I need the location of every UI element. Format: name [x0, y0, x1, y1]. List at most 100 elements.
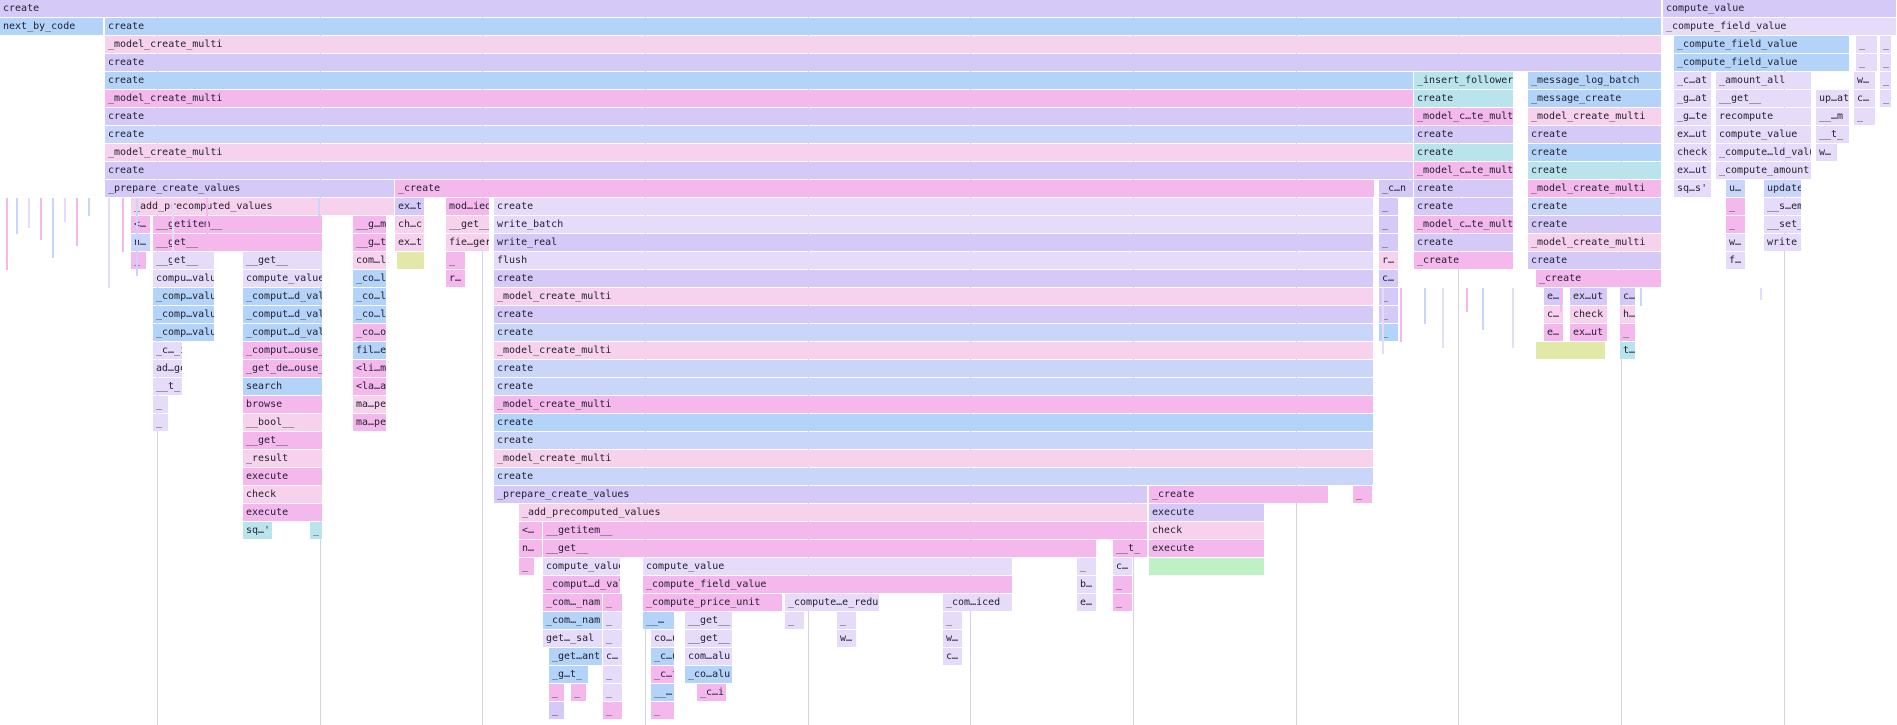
flame-frame[interactable]: create [1528, 216, 1662, 233]
flame-frame[interactable]: _ [571, 684, 587, 701]
flame-frame[interactable]: _c…n [1379, 180, 1414, 197]
flame-frame[interactable]: _ [1880, 72, 1892, 89]
flame-frame[interactable]: __… [643, 612, 675, 629]
flame-frame[interactable]: _model_create_multi [1528, 108, 1662, 125]
flame-frame[interactable]: create [494, 432, 1374, 449]
flame-frame[interactable]: _ [603, 630, 623, 647]
flame-frame[interactable]: _comput…ouse_i [243, 342, 323, 359]
flame-frame[interactable]: create [494, 198, 1374, 215]
flame-frame[interactable]: __get__ [685, 612, 733, 629]
flame-frame[interactable]: _model_create_multi [494, 288, 1374, 305]
flame-frame[interactable]: ch…c [395, 216, 425, 233]
flame-frame[interactable]: c… [1113, 558, 1133, 575]
flame-frame[interactable]: _model_create_multi [494, 396, 1374, 413]
flame-frame[interactable]: _ [1379, 324, 1399, 341]
flame-frame[interactable]: _ [1113, 594, 1133, 611]
flame-frame[interactable]: _model_create_multi [1528, 180, 1662, 197]
flame-frame[interactable]: _com…_nam [543, 594, 603, 611]
flame-frame[interactable]: _ [943, 612, 963, 629]
flame-frame[interactable]: create [105, 108, 1414, 125]
flame-frame[interactable]: _ [1726, 216, 1746, 233]
flame-frame[interactable]: t… [1620, 342, 1636, 359]
flame-frame[interactable]: search [243, 378, 323, 395]
flame-frame[interactable]: compu…valu [153, 270, 215, 287]
flame-frame[interactable]: __get__ [243, 432, 323, 449]
flame-frame[interactable]: __getitem__ [543, 522, 1148, 539]
flame-frame[interactable]: __get__ [243, 252, 323, 269]
flame-frame[interactable]: _ [1353, 486, 1373, 503]
flame-frame[interactable]: check [243, 486, 323, 503]
flame-frame[interactable]: r… [1379, 252, 1399, 269]
flame-frame[interactable]: create [494, 270, 1374, 287]
flame-frame[interactable]: write_real [494, 234, 1374, 251]
flame-frame[interactable]: _ [1077, 558, 1097, 575]
flame-frame[interactable]: create [494, 414, 1374, 431]
flame-frame[interactable]: _model_create_multi [494, 450, 1374, 467]
flame-frame[interactable]: _ [785, 612, 805, 629]
flame-frame[interactable]: create [1528, 198, 1662, 215]
flame-frame[interactable]: create [1414, 126, 1514, 143]
flame-frame[interactable]: _compute_price_unit [643, 594, 783, 611]
flame-frame[interactable]: n… [131, 234, 151, 251]
flame-frame[interactable]: c… [1379, 270, 1399, 287]
flame-frame[interactable]: create [1414, 234, 1514, 251]
flame-frame[interactable]: create [1528, 252, 1662, 269]
flame-frame[interactable]: create [105, 72, 1414, 89]
flame-frame[interactable]: _ [837, 612, 857, 629]
flame-frame[interactable]: create [105, 54, 1662, 71]
flame-frame[interactable]: create [1414, 180, 1514, 197]
flame-frame[interactable]: _get…ant [549, 648, 603, 665]
flame-frame[interactable]: _model_c…te_mult [1414, 108, 1514, 125]
flame-frame[interactable]: _model_create_multi [105, 36, 1662, 53]
flame-frame[interactable]: w… [1854, 72, 1876, 89]
flame-frame[interactable]: _add_precomputed_values [131, 198, 395, 215]
flame-frame[interactable]: u… [1726, 180, 1746, 197]
flame-frame[interactable]: n… [519, 540, 543, 557]
flame-frame[interactable]: compute_value [1663, 0, 1897, 17]
flame-frame[interactable]: compute_value [543, 558, 621, 575]
flame-frame[interactable]: <… [131, 216, 151, 233]
flame-frame[interactable]: check [1570, 306, 1608, 323]
flame-frame[interactable]: ex…ut [1674, 126, 1712, 143]
flame-frame[interactable]: _ [1880, 90, 1892, 107]
flame-frame[interactable]: execute [243, 468, 323, 485]
flame-frame[interactable]: create [494, 378, 1374, 395]
flame-frame[interactable]: _c…i [697, 684, 727, 701]
flame-frame[interactable]: execute [1149, 540, 1265, 557]
flame-frame[interactable]: _c…at [1674, 72, 1712, 89]
flame-frame[interactable]: __get__ [446, 216, 490, 233]
flame-frame[interactable]: _ [153, 414, 169, 431]
flame-frame[interactable]: _ [1379, 288, 1399, 305]
flame-frame[interactable]: _ [1726, 198, 1746, 215]
flame-frame[interactable]: _get_de…ouse_i [243, 360, 323, 377]
flame-frame[interactable]: update [1764, 180, 1802, 197]
flame-frame[interactable]: c… [943, 648, 963, 665]
flame-frame[interactable]: check [1149, 522, 1265, 539]
flame-frame[interactable]: _ [519, 558, 535, 575]
flame-frame[interactable] [1149, 558, 1265, 575]
flame-frame[interactable]: _ [1379, 198, 1399, 215]
flame-frame[interactable]: _ [1379, 216, 1399, 233]
flame-frame[interactable]: _compute_field_value [1663, 18, 1897, 35]
flame-frame[interactable]: _amount_all [1716, 72, 1812, 89]
flame-frame[interactable]: _comp…valu [153, 306, 215, 323]
flame-frame[interactable]: co…u [651, 630, 675, 647]
flame-frame[interactable]: r… [446, 270, 466, 287]
flame-frame[interactable]: _create [395, 180, 1375, 197]
flame-frame[interactable]: __t_ [153, 378, 183, 395]
flame-frame[interactable]: _model_c…te_mult [1414, 162, 1514, 179]
flame-frame[interactable]: _add_precomputed_values [519, 504, 1148, 521]
flame-frame[interactable]: _ [603, 612, 623, 629]
flame-frame[interactable]: c… [603, 648, 623, 665]
flame-frame[interactable]: __g…m_ [353, 216, 387, 233]
flame-frame[interactable]: _ [153, 396, 169, 413]
flame-frame[interactable]: _ [1379, 234, 1399, 251]
flame-frame[interactable]: _com…iced [943, 594, 1013, 611]
flame-frame[interactable]: _ [549, 702, 565, 719]
flame-frame[interactable]: <la…a> [353, 378, 387, 395]
flame-frame[interactable]: _co…ot [353, 324, 387, 341]
flame-frame[interactable]: _compute…ld_valu [1716, 144, 1812, 161]
flame-frame[interactable]: f… [1726, 252, 1746, 269]
flame-frame[interactable]: create [105, 126, 1414, 143]
flame-frame[interactable]: _g…at [1674, 90, 1712, 107]
